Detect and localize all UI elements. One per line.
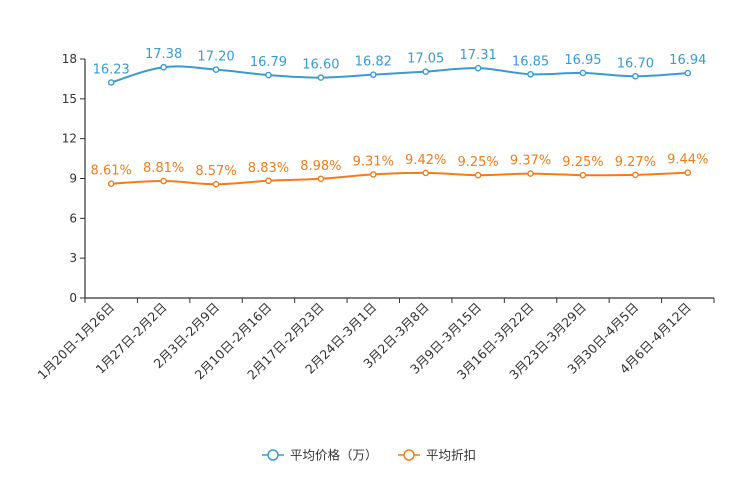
data-label: 16.95 [564, 53, 601, 68]
data-point[interactable] [212, 180, 220, 188]
y-tick-label: 0 [69, 291, 77, 305]
data-label: 9.31% [353, 154, 394, 169]
data-label: 16.23 [93, 63, 130, 78]
y-tick-label: 18 [62, 52, 77, 66]
data-point[interactable] [265, 177, 272, 185]
data-label: 9.42% [405, 153, 446, 168]
data-point[interactable] [369, 71, 377, 78]
data-point[interactable] [422, 68, 430, 75]
y-tick-label: 3 [69, 251, 77, 265]
data-label: 16.79 [250, 55, 287, 70]
data-point[interactable] [212, 66, 220, 73]
data-point[interactable] [579, 171, 587, 179]
data-point[interactable] [684, 169, 692, 176]
data-point[interactable] [317, 74, 325, 81]
data-point[interactable] [684, 69, 692, 77]
data-label: 8.81% [143, 161, 184, 176]
legend[interactable]: 平均价格（万） 平均折扣 [262, 448, 476, 463]
data-label: 8.57% [195, 164, 236, 179]
series-layer: 16.23 17.38 17.20 16.79 16.60 16.82 17.05 17.31… [91, 47, 708, 188]
series-line [110, 65, 688, 84]
data-point[interactable] [107, 79, 115, 86]
data-label: 16.94 [669, 53, 706, 68]
data-point[interactable] [527, 70, 534, 78]
data-label: 16.60 [302, 58, 339, 73]
data-point[interactable] [579, 69, 587, 77]
data-label: 8.61% [91, 164, 132, 179]
data-label: 17.20 [197, 50, 234, 65]
data-label: 16.85 [512, 54, 549, 69]
data-point[interactable] [632, 72, 639, 80]
series-2: 8.61% 8.81% 8.57% 8.83% 8.98% 9.31% 9.42% 9.25%… [91, 153, 708, 188]
series-line [111, 171, 688, 186]
data-label: 9.44% [667, 153, 708, 168]
data-point[interactable] [160, 177, 167, 185]
data-point[interactable] [474, 64, 482, 72]
legend-label: 平均价格（万） [290, 448, 378, 463]
data-label: 8.98% [300, 159, 341, 174]
legend-marker-icon [403, 449, 415, 461]
data-point[interactable] [527, 170, 534, 177]
data-label: 9.27% [615, 155, 656, 170]
legend-marker-icon [267, 449, 279, 461]
y-tick-label: 15 [62, 92, 77, 106]
series-1: 16.23 17.38 17.20 16.79 16.60 16.82 17.05 17.31… [93, 47, 706, 86]
data-label: 9.25% [457, 155, 498, 170]
data-point[interactable] [474, 171, 482, 179]
data-label: 8.83% [248, 161, 289, 176]
data-label: 17.05 [407, 52, 444, 67]
legend-item-1[interactable]: 平均价格（万） [262, 448, 378, 463]
data-point[interactable] [265, 71, 272, 79]
data-point[interactable] [632, 171, 639, 179]
data-point[interactable] [317, 175, 325, 183]
data-point[interactable] [160, 63, 167, 71]
y-tick-label: 12 [62, 132, 77, 146]
data-label: 16.70 [617, 56, 654, 71]
data-label: 17.38 [145, 47, 182, 62]
y-tick-label: 9 [69, 172, 77, 186]
data-label: 17.31 [460, 48, 497, 63]
axes: 03691215181月20日-1月26日1月27日-2月2日2月3日-2月9日… [34, 52, 715, 382]
y-tick-label: 6 [69, 211, 77, 225]
data-point[interactable] [422, 169, 430, 177]
data-label: 9.25% [562, 155, 603, 170]
legend-label: 平均折扣 [426, 448, 476, 463]
data-point[interactable] [107, 180, 115, 187]
legend-item-2[interactable]: 平均折扣 [398, 448, 476, 463]
data-label: 16.82 [355, 55, 392, 70]
data-point[interactable] [369, 171, 377, 178]
data-label: 9.37% [510, 154, 551, 169]
